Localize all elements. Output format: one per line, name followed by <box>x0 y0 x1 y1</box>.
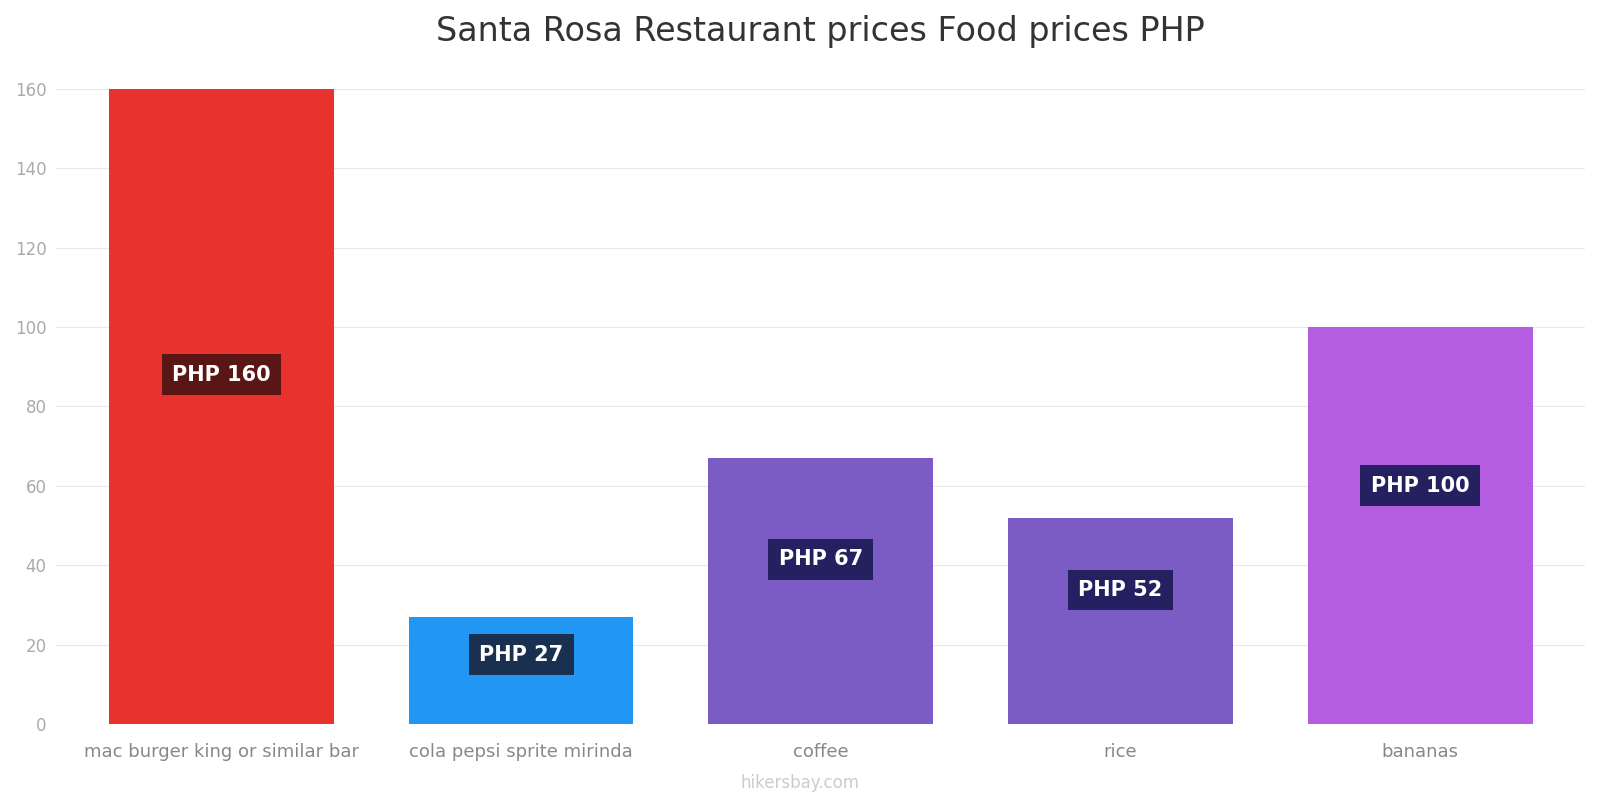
Bar <box>109 89 334 724</box>
Text: PHP 100: PHP 100 <box>1371 476 1469 496</box>
Text: hikersbay.com: hikersbay.com <box>741 774 859 792</box>
Bar <box>709 458 933 724</box>
Bar <box>1307 327 1533 724</box>
Text: PHP 160: PHP 160 <box>173 365 270 385</box>
Text: PHP 27: PHP 27 <box>478 645 563 665</box>
Title: Santa Rosa Restaurant prices Food prices PHP: Santa Rosa Restaurant prices Food prices… <box>437 15 1205 48</box>
Text: PHP 52: PHP 52 <box>1078 580 1163 600</box>
Bar <box>408 617 634 724</box>
Bar <box>1008 518 1234 724</box>
Text: PHP 67: PHP 67 <box>779 550 862 570</box>
